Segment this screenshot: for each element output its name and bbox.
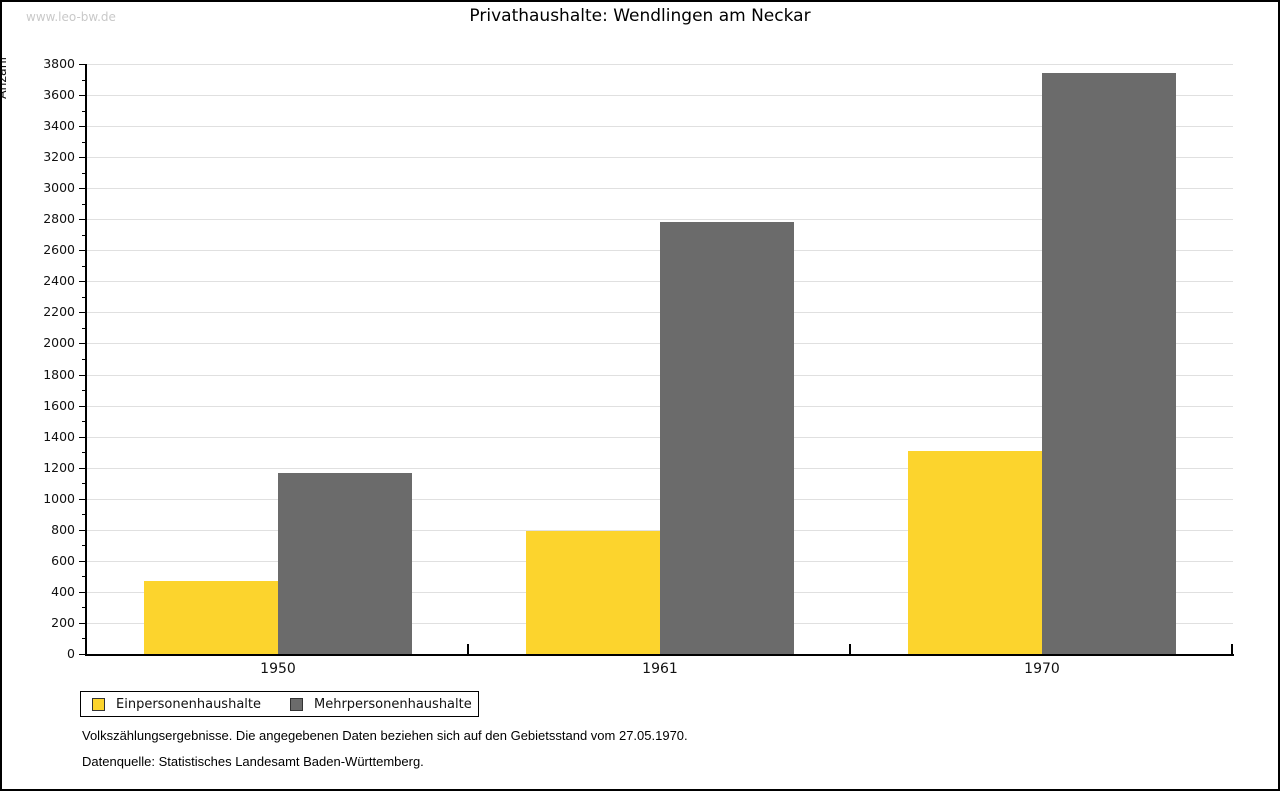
y-axis-major-tick — [79, 498, 87, 500]
x-axis-tick-label: 1961 — [642, 661, 678, 677]
y-axis-minor-tick — [82, 390, 87, 392]
x-axis-tick-label: 1950 — [260, 661, 296, 677]
y-axis-minor-tick — [82, 576, 87, 578]
y-axis-minor-tick — [82, 421, 87, 423]
y-axis-major-tick — [79, 560, 87, 562]
legend-item-einpersonenhaushalte: Einpersonenhaushalte — [92, 697, 261, 712]
y-axis-tick-label: 3200 — [43, 149, 75, 165]
x-axis-tick — [849, 644, 851, 654]
legend-label-mehrpersonenhaushalte: Mehrpersonenhaushalte — [314, 696, 472, 712]
x-axis-tick — [1231, 644, 1233, 654]
y-axis-tick-label: 3600 — [43, 87, 75, 103]
y-axis-minor-tick — [82, 296, 87, 298]
y-axis-minor-tick — [82, 638, 87, 640]
y-axis-minor-tick — [82, 452, 87, 454]
y-axis-tick-label: 1400 — [43, 428, 75, 444]
y-axis-tick-label: 800 — [51, 521, 75, 537]
y-axis-minor-tick — [82, 359, 87, 360]
x-axis-tick-label: 1970 — [1024, 661, 1060, 677]
y-axis-minor-tick — [82, 265, 87, 267]
bar-mehrpersonenhaushalte-1950 — [278, 473, 412, 654]
y-axis-major-tick — [79, 405, 87, 407]
y-axis-tick-label: 1800 — [43, 366, 75, 382]
gridline — [87, 95, 1233, 97]
y-axis-major-tick — [79, 312, 87, 314]
y-axis-line — [85, 64, 87, 656]
y-axis-tick-label: 200 — [51, 614, 75, 630]
bar-mehrpersonenhaushalte-1961 — [660, 222, 794, 654]
y-axis-major-tick — [79, 374, 87, 376]
bar-mehrpersonenhaushalte-1970 — [1042, 72, 1176, 654]
y-axis-minor-tick — [82, 514, 87, 516]
x-axis-tick — [467, 644, 469, 654]
y-axis-major-tick — [79, 436, 87, 438]
legend-swatch-einpersonenhaushalte — [92, 697, 105, 711]
x-axis-line — [85, 654, 1234, 656]
gridline — [87, 64, 1233, 65]
y-axis-major-tick — [79, 64, 87, 65]
legend-swatch-mehrpersonenhaushalte — [290, 697, 303, 711]
y-axis-tick-label: 2600 — [43, 242, 75, 258]
y-axis-major-tick — [79, 188, 87, 190]
y-axis-tick-label: 400 — [51, 583, 75, 599]
y-axis-major-tick — [79, 95, 87, 97]
y-axis-minor-tick — [82, 483, 87, 485]
bar-einpersonenhaushalte-1970 — [908, 451, 1042, 654]
y-axis-major-tick — [79, 281, 87, 283]
footnote-gebietsstand: Volkszählungsergebnisse. Die angegebenen… — [82, 728, 688, 743]
y-axis-major-tick — [79, 157, 87, 159]
y-axis-major-tick — [79, 219, 87, 221]
y-axis-tick-label: 2800 — [43, 211, 75, 227]
y-axis-tick-label: 3800 — [43, 56, 75, 71]
gridline — [87, 188, 1233, 190]
y-axis-major-tick — [79, 467, 87, 469]
y-axis-minor-tick — [82, 79, 87, 81]
y-axis-tick-label: 2400 — [43, 273, 75, 289]
y-axis-minor-tick — [82, 203, 87, 205]
chart-title: Privathaushalte: Wendlingen am Neckar — [469, 6, 811, 26]
y-axis-tick-label: 1000 — [43, 490, 75, 506]
y-axis-tick-label: 1600 — [43, 397, 75, 413]
y-axis-major-tick — [79, 250, 87, 252]
y-axis-minor-tick — [82, 545, 87, 547]
legend: Einpersonenhaushalte Mehrpersonenhaushal… — [80, 691, 479, 717]
gridline — [87, 219, 1233, 221]
y-axis-major-tick — [79, 591, 87, 593]
y-axis-tick-label: 1200 — [43, 459, 75, 475]
y-axis-major-tick — [79, 529, 87, 531]
legend-item-mehrpersonenhaushalte: Mehrpersonenhaushalte — [290, 697, 472, 712]
y-axis-minor-tick — [82, 141, 87, 143]
legend-label-einpersonenhaushalte: Einpersonenhaushalte — [116, 696, 261, 712]
y-axis-tick-label: 3000 — [43, 180, 75, 196]
watermark: www.leo-bw.de — [26, 10, 116, 24]
footnote-datenquelle: Datenquelle: Statistisches Landesamt Bad… — [82, 754, 424, 769]
bar-einpersonenhaushalte-1950 — [144, 581, 278, 654]
y-axis-tick-label: 3400 — [43, 118, 75, 134]
bar-einpersonenhaushalte-1961 — [526, 530, 660, 654]
y-axis-minor-tick — [82, 172, 87, 174]
gridline — [87, 157, 1233, 159]
y-axis-minor-tick — [82, 327, 87, 329]
y-axis-tick-label: 0 — [67, 646, 75, 661]
y-axis-major-tick — [79, 126, 87, 128]
y-axis-tick-label: 2200 — [43, 304, 75, 320]
y-axis-major-tick — [79, 654, 87, 655]
y-axis-tick-label: 2000 — [43, 335, 75, 351]
y-axis-major-tick — [79, 622, 87, 624]
y-axis-tick-label: 600 — [51, 552, 75, 568]
y-axis-minor-tick — [82, 110, 87, 112]
gridline — [87, 126, 1233, 128]
y-axis-minor-tick — [82, 607, 87, 609]
y-axis-major-tick — [79, 343, 87, 345]
y-axis-minor-tick — [82, 234, 87, 236]
